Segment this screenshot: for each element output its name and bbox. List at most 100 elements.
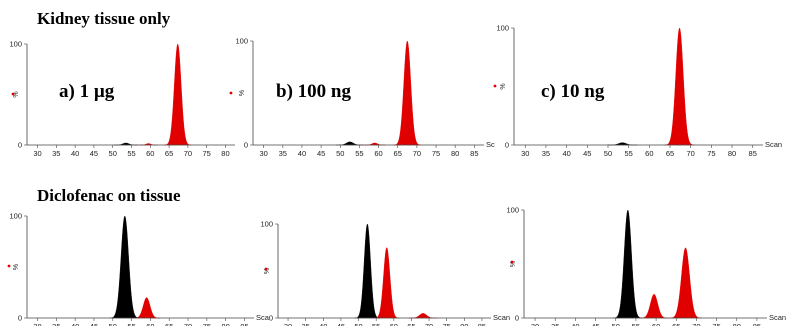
x-tick-label: 75 [203, 322, 211, 326]
x-tick-label: 45 [317, 149, 325, 158]
x-tick-label: 35 [279, 149, 287, 158]
marker-dot [510, 260, 514, 264]
chromatogram-panel-2: 30 35 40 45 50 55 60 65 70 75 80 85 Sc 0 100% b) 100 ng [229, 37, 495, 158]
panel-label: a) 1 µg [59, 81, 115, 102]
x-tick-label: 80 [728, 149, 736, 158]
marker-dot [264, 267, 268, 271]
x-tick-label: 55 [127, 149, 135, 158]
x-tick-label: 30 [521, 149, 529, 158]
marker-dot [7, 264, 11, 268]
x-tick-label: 80 [451, 149, 459, 158]
x-tick-label: 80 [460, 322, 468, 326]
panel-label: b) 100 ng [276, 81, 351, 102]
peak-1-1 [393, 40, 422, 146]
peak-1-1 [613, 209, 643, 319]
chromatogram-panel-4: 303540455055606570758085Sca0100% [7, 212, 270, 326]
x-tick-label: 50 [612, 322, 620, 326]
peak-1-1 [164, 43, 192, 146]
x-axis-label: Scan [769, 313, 786, 322]
x-tick-label: 75 [432, 149, 440, 158]
x-tick-label: 35 [302, 322, 310, 326]
panel-label: c) 10 ng [541, 81, 605, 102]
marker-dot [493, 84, 497, 88]
chromatogram-panel-6: 30 35 40 45 50 55 60 65 70 75 80 85 Scan 0 100% [506, 206, 786, 326]
x-tick-label: 45 [591, 322, 599, 326]
x-tick-label: 65 [672, 322, 680, 326]
y-tick-label: 0 [18, 141, 22, 150]
y-axis-label: % [13, 264, 20, 270]
x-tick-label: 80 [221, 322, 229, 326]
x-tick-label: 65 [666, 149, 674, 158]
x-axis-label: Sca [256, 313, 270, 322]
x-tick-label: 60 [645, 149, 653, 158]
peak-1-1 [664, 27, 695, 146]
x-tick-label: 55 [624, 149, 632, 158]
marker-dot [229, 91, 233, 95]
x-tick-label: 30 [259, 149, 267, 158]
x-tick-label: 30 [531, 322, 539, 326]
y-tick-label: 0 [18, 314, 22, 323]
bottom-section-title: Diclofenac on tissue [37, 186, 181, 205]
x-tick-label: 45 [583, 149, 591, 158]
x-tick-label: 70 [425, 322, 433, 326]
y-tick-label: 0 [269, 314, 273, 323]
x-tick-label: 35 [542, 149, 550, 158]
x-axis-label: Scan [493, 313, 510, 322]
x-tick-label: 40 [562, 149, 570, 158]
peak-1-1 [109, 215, 141, 319]
x-tick-label: 85 [478, 322, 486, 326]
x-tick-label: 55 [632, 322, 640, 326]
x-tick-label: 40 [319, 322, 327, 326]
x-tick-label: 70 [184, 322, 192, 326]
x-tick-label: 65 [165, 149, 173, 158]
chromatogram-panel-1: 30 35 40 45 50 55 60 65 70 75 80 0 100% a) 1 µg [9, 40, 235, 158]
x-tick-label: 70 [687, 149, 695, 158]
x-tick-label: 85 [749, 149, 757, 158]
y-axis-label: % [500, 83, 507, 89]
peak-2-2 [669, 247, 702, 319]
x-tick-label: 85 [240, 322, 248, 326]
peak-2-1 [132, 297, 161, 319]
x-tick-label: 50 [354, 322, 362, 326]
peak-1-1 [354, 223, 381, 319]
x-tick-label: 60 [374, 149, 382, 158]
y-tick-label: 0 [505, 141, 509, 150]
x-tick-label: 35 [551, 322, 559, 326]
x-tick-label: 60 [146, 149, 154, 158]
x-tick-label: 80 [733, 322, 741, 326]
y-tick-label: 100 [260, 220, 273, 229]
x-tick-label: 65 [407, 322, 415, 326]
peak-2-1 [373, 247, 400, 319]
x-tick-label: 60 [652, 322, 660, 326]
x-tick-label: 55 [372, 322, 380, 326]
y-tick-label: 100 [9, 40, 22, 49]
x-tick-label: 50 [336, 149, 344, 158]
x-tick-label: 45 [90, 322, 98, 326]
x-tick-label: 40 [71, 322, 79, 326]
peak-2-2 [408, 313, 438, 319]
x-tick-label: 60 [146, 322, 154, 326]
x-tick-label: 65 [165, 322, 173, 326]
y-tick-label: 100 [496, 24, 509, 33]
y-tick-label: 100 [9, 212, 22, 221]
x-tick-label: 75 [707, 149, 715, 158]
x-tick-label: 80 [221, 149, 229, 158]
y-axis-label: % [510, 261, 517, 267]
y-axis-label: % [239, 90, 246, 96]
x-tick-label: 35 [52, 322, 60, 326]
chromatogram-panels: 30 35 40 45 50 55 60 65 70 75 80 0 100% a) 1 µg 30 35 40… [7, 24, 786, 326]
x-tick-label: 55 [127, 322, 135, 326]
chromatogram-panel-3: 30 35 40 45 50 55 60 65 70 75 80 85 Scan 0 100% c) 10 n… [493, 24, 782, 158]
y-axis-label: % [264, 268, 271, 274]
y-tick-label: 0 [515, 314, 519, 323]
y-axis-label: % [13, 91, 20, 97]
marker-dot [11, 92, 15, 96]
x-tick-label: 40 [298, 149, 306, 158]
x-tick-label: 45 [90, 149, 98, 158]
x-tick-label: 50 [109, 149, 117, 158]
x-tick-label: 85 [753, 322, 761, 326]
top-section-title: Kidney tissue only [37, 9, 171, 28]
chromatogram-panel-5: 30 35 40 45 50 55 60 65 70 75 80 85 Scan 0 100% [260, 220, 510, 326]
x-tick-label: 40 [71, 149, 79, 158]
